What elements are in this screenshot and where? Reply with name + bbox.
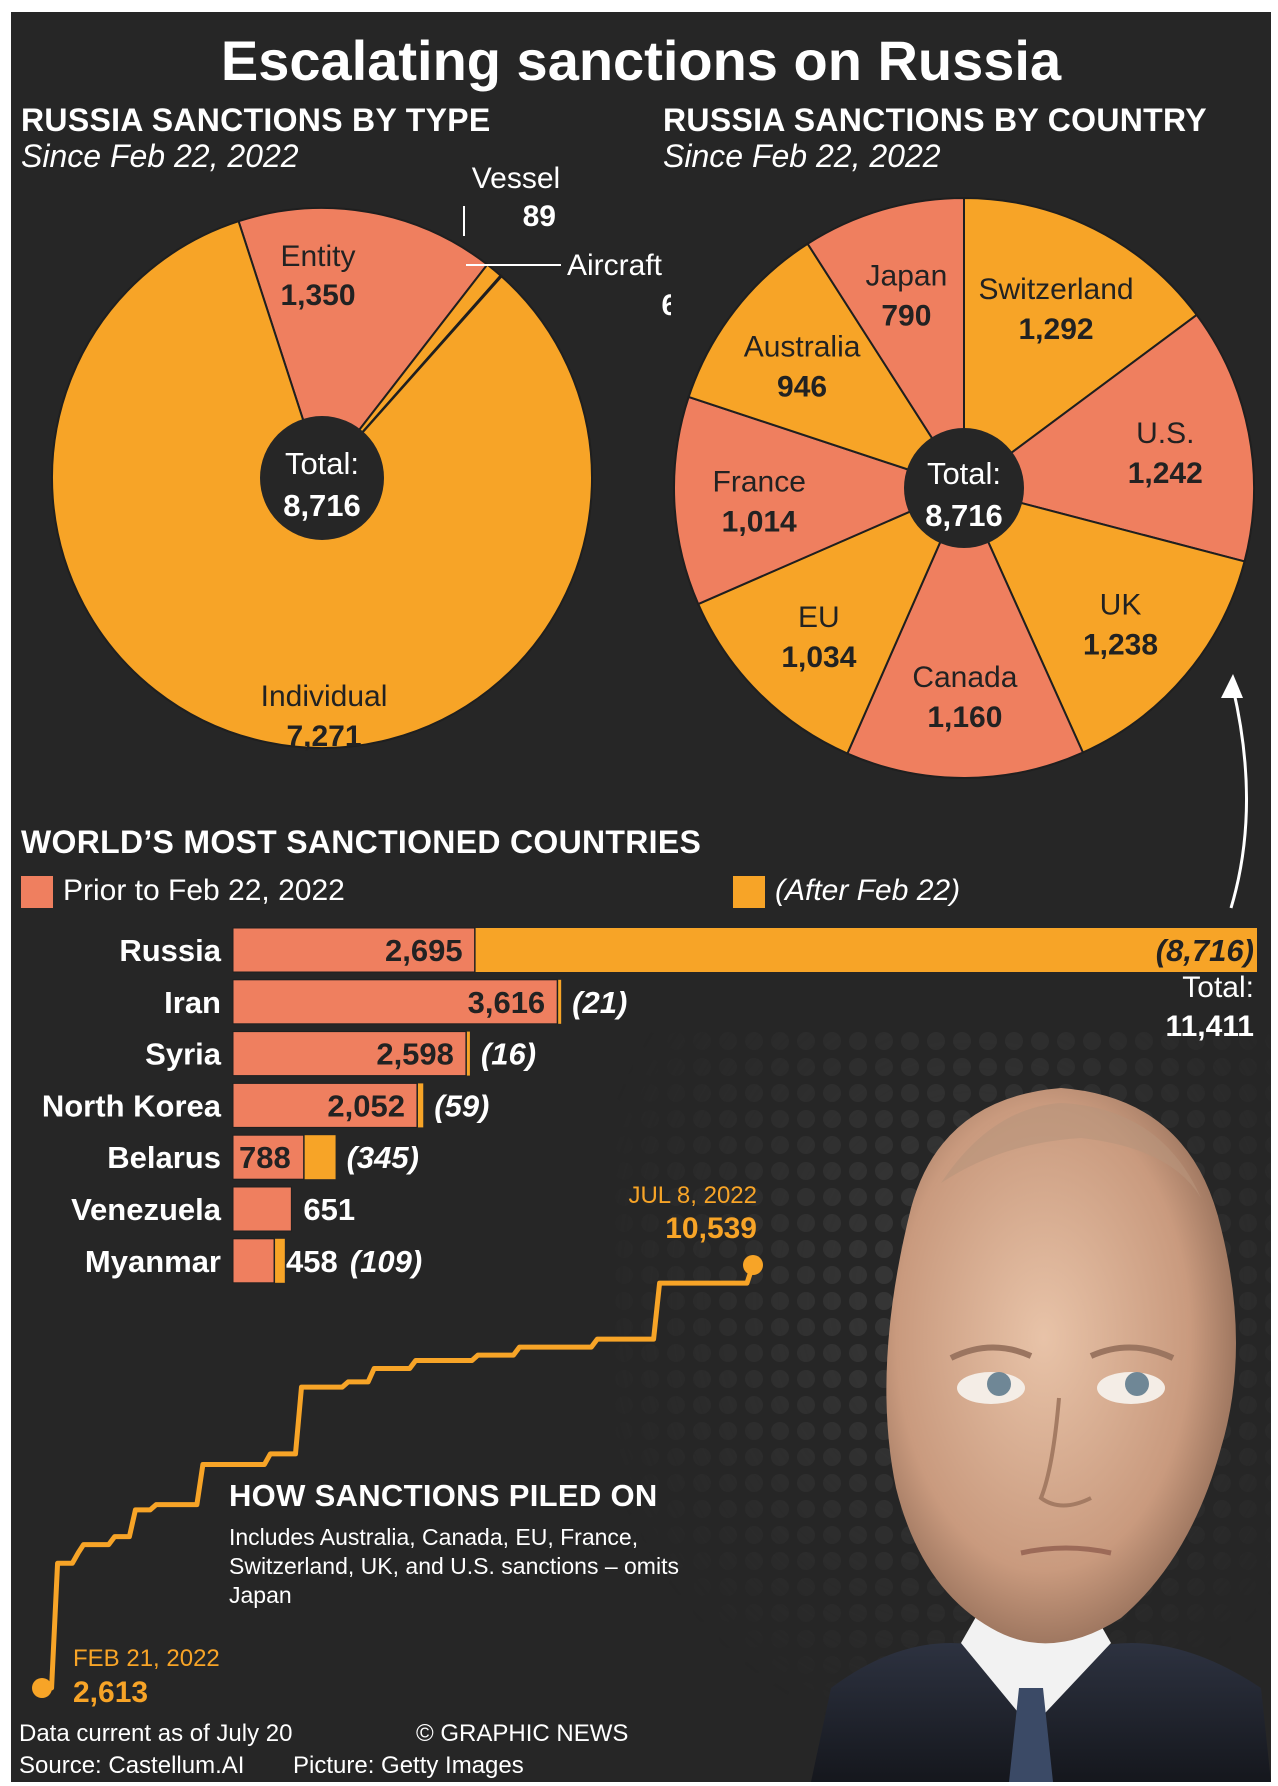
bar-category-myanmar: Myanmar [85, 1244, 221, 1279]
russia-total-value: 11,411 [1166, 1010, 1254, 1043]
bar-prior-syria [232, 1031, 467, 1077]
bar-category-iran: Iran [164, 985, 221, 1020]
legend-swatch-prior [21, 876, 53, 908]
bar-category-syria: Syria [145, 1037, 222, 1072]
slice-value-entity: 1,350 [280, 279, 355, 312]
slice-label-france: France [713, 465, 806, 498]
slice-label-japan: Japan [866, 259, 948, 292]
slice-value-u-s: 1,242 [1128, 457, 1203, 490]
slice-value-individual: 7,271 [286, 720, 361, 753]
bar-value-prior-iran: 3,616 [468, 985, 546, 1020]
bar-chart-most-sanctioned: Russia 2,695 (8,716) Iran 3,616 (21) Syria 2,59… [42, 927, 1257, 1284]
start-date-label: FEB 21, 2022 [73, 1645, 220, 1672]
slice-value-france: 1,014 [722, 505, 797, 538]
start-value-label: 2,613 [73, 1676, 148, 1709]
callout-label-vessel: Vessel [472, 162, 560, 195]
legend-swatch-after [733, 876, 765, 908]
russia-total-label: Total: [1182, 971, 1254, 1004]
pie-total-label: Total: [285, 446, 359, 481]
bar-value-after-belarus: (345) [347, 1140, 419, 1175]
pie-chart-by-type: Total: 8,716 Entity 1,350 Individual 7,2… [51, 162, 671, 753]
footer-data-current: Data current as of July 20 [19, 1720, 293, 1747]
slice-label-individual: Individual [261, 680, 388, 713]
bar-prior-belarus [232, 1134, 305, 1180]
arrow-russia-to-pie [1221, 674, 1248, 909]
footer-credit: © GRAPHIC NEWS [416, 1720, 629, 1747]
end-value-label: 10,539 [665, 1212, 757, 1245]
bar-after-syria [466, 1031, 470, 1076]
bar-value-prior-russia: 2,695 [385, 933, 463, 968]
legend-label-after: (After Feb 22) [775, 874, 961, 907]
infographic: Escalating sanctions on Russia RUSSIA SA… [11, 8, 1271, 1782]
slice-value-australia: 946 [777, 370, 827, 403]
bar-value-after-syria: (16) [481, 1037, 536, 1072]
bar-after-north-korea [417, 1083, 424, 1128]
pie-total-value: 8,716 [283, 488, 361, 523]
slice-label-switzerland: Switzerland [979, 273, 1134, 306]
bar-category-russia: Russia [119, 933, 221, 968]
by-type-heading: RUSSIA SANCTIONS BY TYPE [21, 102, 491, 138]
bar-value-after-north-korea: (59) [434, 1088, 489, 1123]
bar-prior-venezuela [232, 1186, 292, 1232]
bar-prior-iran [232, 979, 558, 1025]
piled-on-heading: HOW SANCTIONS PILED ON [229, 1478, 658, 1513]
pie-center-hole [260, 416, 384, 540]
pie-total-label: Total: [927, 456, 1001, 491]
bar-after-russia [475, 928, 1257, 972]
slice-value-canada: 1,160 [927, 701, 1002, 734]
by-country-subheading: Since Feb 22, 2022 [663, 138, 941, 174]
footer-source: Source: Castellum.AI [19, 1752, 245, 1779]
bar-category-north-korea: North Korea [42, 1088, 222, 1123]
slice-value-japan: 790 [881, 299, 931, 332]
line-point-start [32, 1678, 52, 1698]
bar-value-prior-syria: 2,598 [376, 1037, 454, 1072]
line-chart-sanctions-piled-on: JUL 8, 2022 10,539 FEB 21, 2022 2,613 [32, 1182, 763, 1709]
by-country-heading: RUSSIA SANCTIONS BY COUNTRY [663, 102, 1207, 138]
bar-after-belarus [304, 1135, 336, 1180]
slice-value-eu: 1,034 [781, 641, 856, 674]
piled-on-note: Includes Australia, Canada, EU, France, … [229, 1524, 679, 1608]
pie-center-hole [904, 428, 1024, 548]
portrait-photo [811, 1088, 1271, 1782]
legend-label-prior: Prior to Feb 22, 2022 [63, 874, 345, 907]
by-type-subheading: Since Feb 22, 2022 [21, 138, 299, 174]
bar-after-myanmar [275, 1238, 285, 1283]
slice-label-canada: Canada [912, 661, 1017, 694]
bar-category-venezuela: Venezuela [71, 1192, 222, 1227]
pie-chart-by-country: Total: 8,716 Switzerland 1,292 U.S. 1,242 UK… [673, 196, 1255, 779]
bar-category-belarus: Belarus [107, 1140, 221, 1175]
bar-value-prior-venezuela: 651 [303, 1192, 355, 1227]
most-sanctioned-heading: WORLD’S MOST SANCTIONED COUNTRIES [21, 824, 702, 860]
slice-label-australia: Australia [744, 330, 861, 363]
callout-label-aircraft: Aircraft [567, 249, 663, 282]
bar-value-prior-north-korea: 2,052 [327, 1088, 405, 1123]
slice-value-switzerland: 1,292 [1019, 313, 1094, 346]
page-title: Escalating sanctions on Russia [220, 29, 1062, 92]
slice-label-uk: UK [1100, 588, 1142, 621]
bar-after-iran [558, 979, 562, 1024]
bar-value-prior-belarus: 788 [239, 1140, 291, 1175]
bar-value-after-myanmar: (109) [350, 1244, 422, 1279]
bar-value-after-iran: (21) [572, 985, 627, 1020]
callout-value-vessel: 89 [523, 200, 556, 233]
footer-picture-credit: Picture: Getty Images [293, 1752, 524, 1779]
line-series-sanctions [42, 1264, 756, 1691]
bar-prior-russia [232, 927, 476, 973]
line-point-end [743, 1255, 763, 1275]
bar-prior-north-korea [232, 1082, 418, 1128]
bar-value-prior-myanmar: 458 [286, 1244, 338, 1279]
top-rule [11, 8, 1271, 12]
bar-prior-myanmar [232, 1238, 275, 1284]
slice-label-u-s: U.S. [1136, 417, 1194, 450]
slice-value-uk: 1,238 [1083, 628, 1158, 661]
slice-label-eu: EU [798, 601, 840, 634]
bar-value-after-russia: (8,716) [1156, 933, 1254, 968]
callout-value-aircraft: 6 [661, 289, 671, 322]
end-date-label: JUL 8, 2022 [628, 1182, 757, 1209]
pie-total-value: 8,716 [925, 498, 1003, 533]
slice-label-entity: Entity [280, 240, 355, 273]
